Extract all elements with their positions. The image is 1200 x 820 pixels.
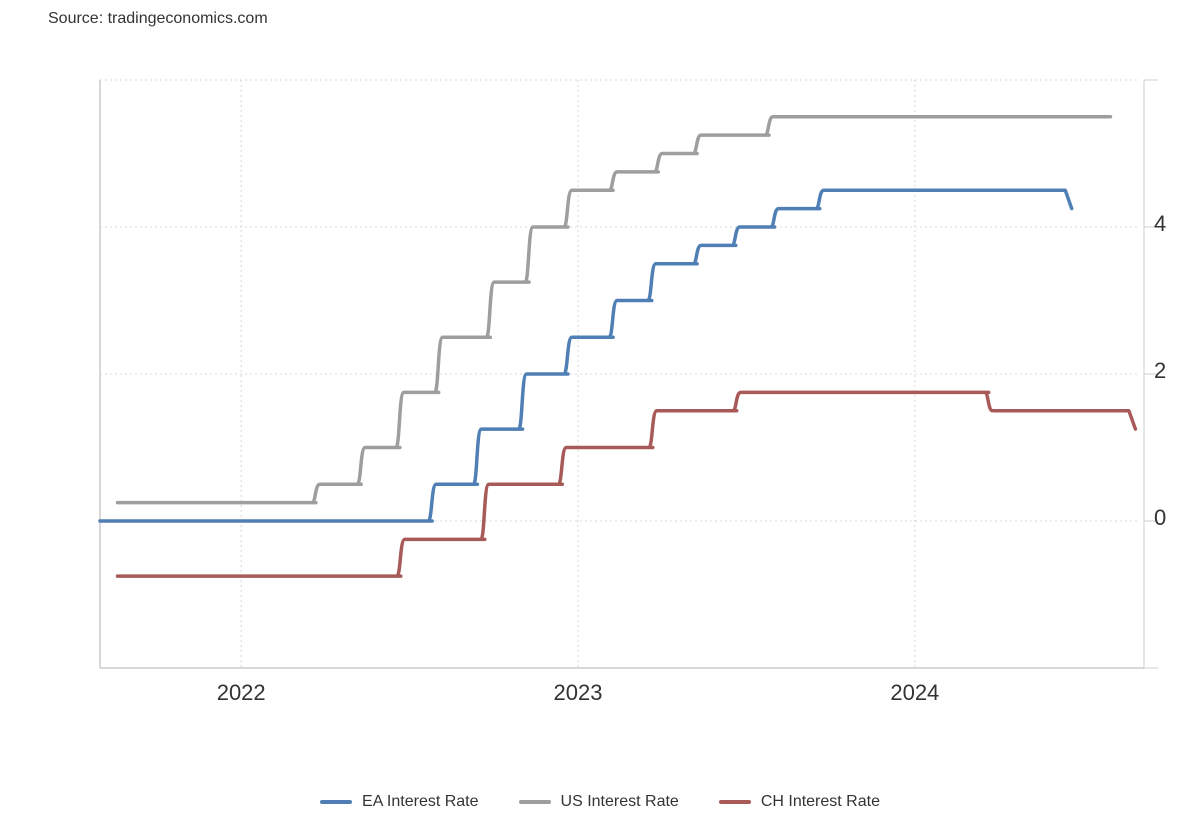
y-tick-label: 2	[1154, 358, 1166, 383]
legend-label-ch: CH Interest Rate	[760, 793, 880, 810]
line-chart: 0 2 4 2022 2023 2024	[98, 79, 1167, 705]
series-line-us	[115, 115, 1113, 505]
legend-label-us: US Interest Rate	[560, 793, 679, 810]
series-lines	[98, 115, 1138, 578]
y-tick-label: 4	[1154, 211, 1166, 236]
series-line-ch	[115, 390, 1138, 578]
legend-swatch-ch	[718, 800, 751, 804]
legend-swatch-us	[518, 800, 551, 804]
x-tick-label: 2024	[890, 680, 939, 705]
series-line-ea	[98, 188, 1074, 523]
legend-label-ea: EA Interest Rate	[362, 793, 479, 810]
source-label: Source: tradingeconomics.com	[48, 10, 268, 27]
legend-item-us[interactable]: US Interest Rate	[518, 793, 679, 811]
legend-item-ch[interactable]: CH Interest Rate	[718, 793, 880, 811]
grid	[100, 79, 1140, 669]
axes	[99, 79, 1158, 669]
tick-labels: 0 2 4 2022 2023 2024	[217, 211, 1167, 705]
legend-item-ea[interactable]: EA Interest Rate	[320, 793, 479, 811]
legend-swatch-ea	[320, 800, 353, 804]
x-tick-label: 2023	[554, 680, 603, 705]
x-tick-label: 2022	[217, 680, 266, 705]
y-tick-label: 0	[1154, 505, 1166, 530]
legend: EA Interest Rate US Interest Rate CH Int…	[0, 793, 1200, 811]
